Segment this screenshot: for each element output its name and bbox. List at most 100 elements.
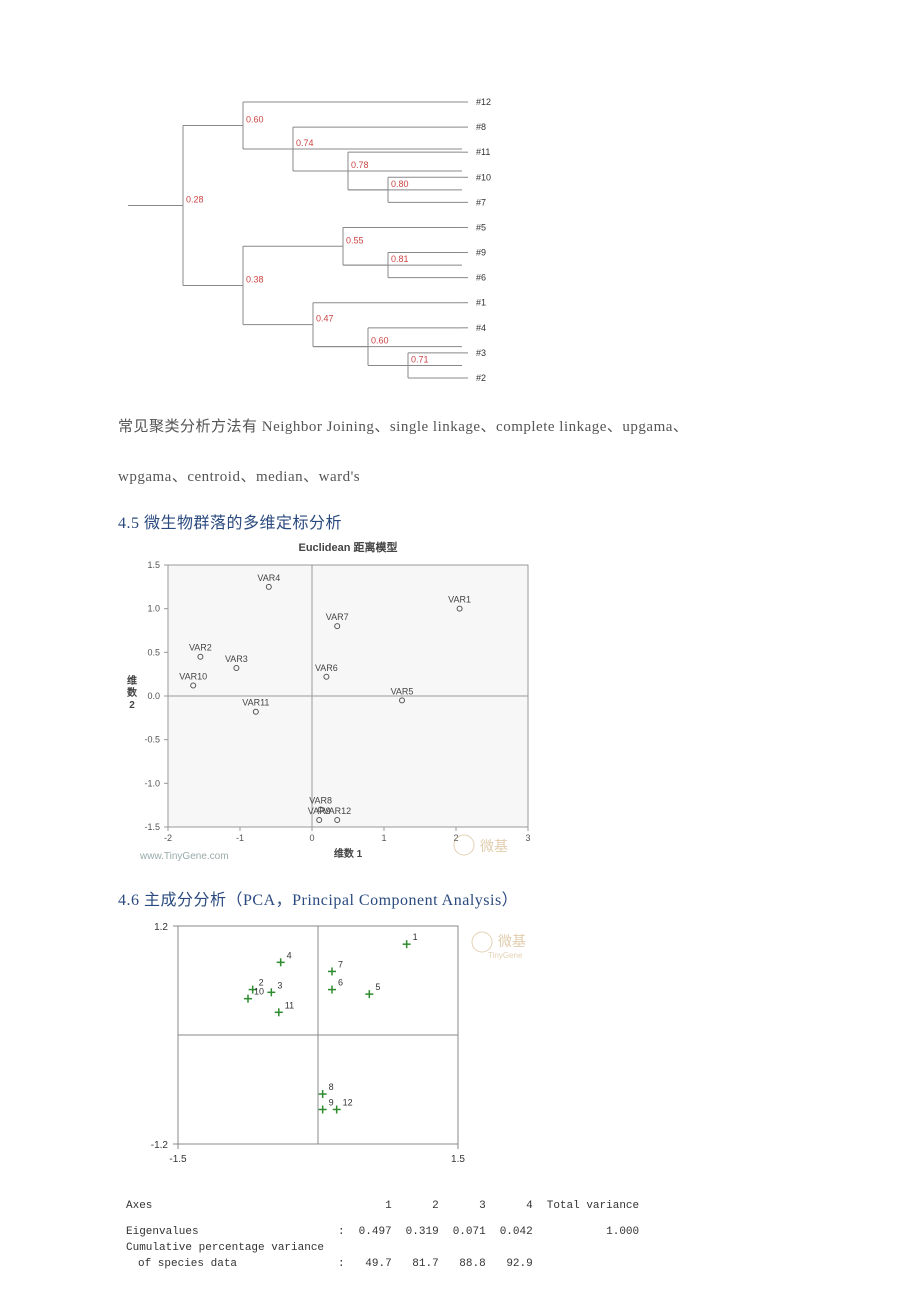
mds-figure: Euclidean 距离模型 -2 -1 0 1 2 3 -1.5 -1.0 -0.5 0.0 0.5… <box>118 537 802 872</box>
table-row: Eigenvalues : 0.497 0.319 0.071 0.042 1.… <box>120 1225 645 1239</box>
svg-text:#7: #7 <box>476 197 486 207</box>
svg-text:VAR4: VAR4 <box>257 573 280 583</box>
svg-text:0.28: 0.28 <box>186 195 204 205</box>
svg-text:0: 0 <box>309 833 314 843</box>
svg-text:8: 8 <box>329 1082 334 1092</box>
svg-text:-2: -2 <box>164 833 172 843</box>
svg-text:维数 1: 维数 1 <box>334 847 363 860</box>
svg-text:0.81: 0.81 <box>391 254 409 264</box>
svg-text:6: 6 <box>338 978 343 988</box>
total-variance-label: Total variance <box>541 1199 645 1213</box>
section-heading-45: 4.5 微生物群落的多维定标分析 <box>118 509 802 533</box>
eigen-2: 0.319 <box>400 1225 445 1239</box>
table-row: Cumulative percentage variance <box>120 1241 645 1255</box>
svg-text:#2: #2 <box>476 373 486 383</box>
svg-text:-1.0: -1.0 <box>144 778 160 788</box>
svg-text:VAR5: VAR5 <box>391 686 414 696</box>
svg-text:微基: 微基 <box>480 838 508 854</box>
dendrogram-svg: #12#8#11#10#7#5#9#6#1#4#3#20.800.780.740… <box>118 90 518 390</box>
svg-text:VAR6: VAR6 <box>315 663 338 673</box>
svg-text:#3: #3 <box>476 348 486 358</box>
svg-text:1.2: 1.2 <box>154 922 168 933</box>
cum-2: 81.7 <box>400 1257 445 1271</box>
svg-text:VAR12: VAR12 <box>323 806 351 816</box>
svg-text:VAR2: VAR2 <box>189 643 212 653</box>
eigen-4: 0.042 <box>494 1225 539 1239</box>
svg-text:#10: #10 <box>476 172 491 182</box>
svg-text:-1: -1 <box>236 833 244 843</box>
svg-text:0.60: 0.60 <box>371 336 389 346</box>
table-row: of species data : 49.7 81.7 88.8 92.9 <box>120 1257 645 1271</box>
svg-text:-1.5: -1.5 <box>169 1154 187 1165</box>
svg-text:3: 3 <box>277 980 282 990</box>
svg-text:0.71: 0.71 <box>411 354 429 364</box>
svg-text:0.60: 0.60 <box>246 115 264 125</box>
svg-text:#5: #5 <box>476 222 486 232</box>
svg-text:4: 4 <box>287 950 292 960</box>
eigen-1: 0.497 <box>353 1225 398 1239</box>
svg-text:数: 数 <box>127 686 138 699</box>
mds-svg: Euclidean 距离模型 -2 -1 0 1 2 3 -1.5 -1.0 -0.5 0.0 0.5… <box>118 537 548 867</box>
svg-text:0.80: 0.80 <box>391 179 409 189</box>
axis-col-4: 4 <box>494 1199 539 1213</box>
cum-4: 92.9 <box>494 1257 539 1271</box>
svg-text:0.47: 0.47 <box>316 314 334 324</box>
svg-text:-1.5: -1.5 <box>144 822 160 832</box>
svg-text:1.5: 1.5 <box>451 1154 465 1165</box>
cumvar-label: Cumulative percentage variance <box>120 1241 330 1255</box>
section-heading-46: 4.6 主成分分析（PCA，Principal Component Analys… <box>118 886 802 910</box>
axis-col-1: 1 <box>353 1199 398 1213</box>
axis-col-2: 2 <box>400 1199 445 1213</box>
svg-text:0.78: 0.78 <box>351 160 369 170</box>
document-page: #12#8#11#10#7#5#9#6#1#4#3#20.800.780.740… <box>0 0 920 1313</box>
dendrogram-figure: #12#8#11#10#7#5#9#6#1#4#3#20.800.780.740… <box>118 90 802 395</box>
svg-text:1: 1 <box>413 932 418 942</box>
svg-text:VAR7: VAR7 <box>326 612 349 622</box>
svg-text:0.74: 0.74 <box>296 138 314 148</box>
svg-text:VAR11: VAR11 <box>242 698 269 708</box>
table-row: Axes 1 2 3 4 Total variance <box>120 1199 645 1213</box>
eigen-label: Eigenvalues <box>120 1225 330 1239</box>
svg-text:0.38: 0.38 <box>246 274 264 284</box>
svg-text:9: 9 <box>329 1097 334 1107</box>
svg-text:0.5: 0.5 <box>147 647 160 657</box>
svg-text:#8: #8 <box>476 122 486 132</box>
svg-text:TinyGene: TinyGene <box>488 951 523 960</box>
svg-text:2: 2 <box>129 700 135 711</box>
body-text-line-1: 常见聚类分析方法有 Neighbor Joining、single linkag… <box>118 410 802 445</box>
pca-table: Axes 1 2 3 4 Total variance Eigenvalues … <box>118 1197 647 1273</box>
pca-figure: -1.51.51.2-1.2123456789101112微基TinyGene <box>118 914 802 1179</box>
cum-3: 88.8 <box>447 1257 492 1271</box>
svg-text:-0.5: -0.5 <box>144 735 160 745</box>
total-val: 1.000 <box>541 1225 645 1239</box>
svg-text:VAR8: VAR8 <box>309 796 332 806</box>
svg-text:#11: #11 <box>476 147 490 157</box>
species-label: of species data <box>120 1257 330 1271</box>
axes-label: Axes <box>120 1199 330 1213</box>
svg-text:VAR3: VAR3 <box>225 654 248 664</box>
svg-text:#4: #4 <box>476 323 486 333</box>
svg-text:#12: #12 <box>476 97 491 107</box>
svg-text:VAR1: VAR1 <box>448 595 471 605</box>
pca-svg: -1.51.51.2-1.2123456789101112微基TinyGene <box>118 914 538 1174</box>
svg-text:-1.2: -1.2 <box>151 1140 169 1151</box>
svg-text:#9: #9 <box>476 248 486 258</box>
svg-text:11: 11 <box>285 1000 294 1010</box>
cum-1: 49.7 <box>353 1257 398 1271</box>
svg-text:1.0: 1.0 <box>147 604 160 614</box>
svg-text:0.0: 0.0 <box>147 691 160 701</box>
svg-text:微基: 微基 <box>498 933 526 949</box>
svg-text:#6: #6 <box>476 273 486 283</box>
svg-text:1: 1 <box>381 833 386 843</box>
svg-text:Euclidean 距离模型: Euclidean 距离模型 <box>298 540 397 554</box>
svg-text:维: 维 <box>127 674 137 687</box>
svg-text:7: 7 <box>338 959 343 969</box>
body-text-line-2: wpgama、centroid、median、ward's <box>118 460 802 495</box>
svg-text:5: 5 <box>375 982 380 992</box>
axis-col-3: 3 <box>447 1199 492 1213</box>
svg-text:3: 3 <box>525 833 530 843</box>
svg-text:10: 10 <box>254 987 264 997</box>
svg-text:1.5: 1.5 <box>147 560 160 570</box>
eigen-3: 0.071 <box>447 1225 492 1239</box>
svg-text:12: 12 <box>343 1097 353 1107</box>
